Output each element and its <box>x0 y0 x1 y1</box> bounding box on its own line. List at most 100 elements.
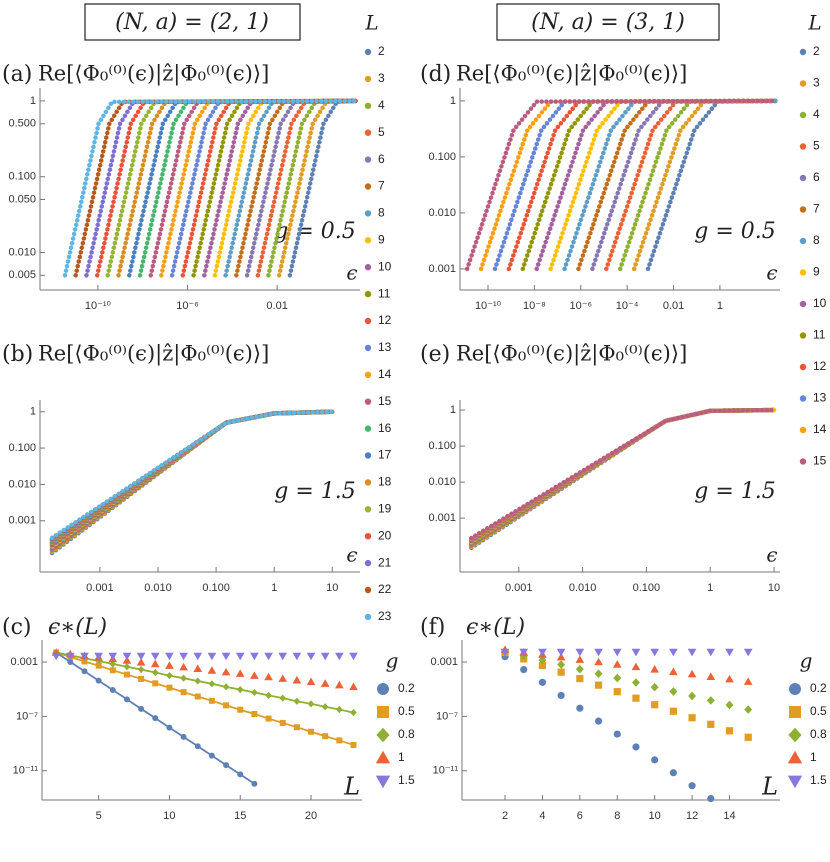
y-tick-label: 10⁻⁷ <box>436 710 458 722</box>
header-box <box>496 3 720 41</box>
marker <box>138 705 145 712</box>
legend-title: L <box>807 11 821 35</box>
x-tick-label: 2 <box>502 810 508 822</box>
marker <box>594 681 603 689</box>
annotation: g = 1.5 <box>694 479 776 504</box>
x-tick-label: 5 <box>96 810 102 822</box>
marker <box>208 752 215 759</box>
annotation: g = 1.5 <box>274 479 356 504</box>
legend-swatch <box>364 264 372 271</box>
legend-swatch <box>789 706 801 718</box>
marker <box>650 682 659 692</box>
legend-label: 19 <box>378 501 392 515</box>
panel-label: (d) <box>420 62 451 87</box>
x-tick-label: 0.010 <box>144 582 172 594</box>
marker <box>575 648 585 657</box>
marker <box>250 671 259 679</box>
x-tick-label: 0.001 <box>86 582 114 594</box>
marker <box>207 652 217 661</box>
y-tick-label: 0.001 <box>8 515 36 527</box>
marker <box>109 667 116 674</box>
marker <box>293 724 300 731</box>
y-tick-label: 1 <box>30 95 36 107</box>
marker <box>594 657 603 666</box>
x-axis-label: ϵ <box>766 261 777 285</box>
marker <box>538 655 547 665</box>
marker <box>251 780 258 787</box>
marker <box>180 674 187 682</box>
marker <box>631 648 641 657</box>
legend-label: 8 <box>813 233 820 247</box>
marker <box>166 684 173 691</box>
marker <box>279 694 287 702</box>
marker <box>651 701 659 709</box>
marker <box>223 762 230 769</box>
legend-swatch <box>799 80 807 87</box>
marker <box>123 663 131 671</box>
y-tick-label: 1 <box>450 95 456 107</box>
marker <box>194 693 201 700</box>
fit-line <box>55 651 354 714</box>
legend-label: 2 <box>378 44 385 58</box>
legend-label: 4 <box>813 107 820 121</box>
marker <box>180 689 187 696</box>
legend-label: 5 <box>378 125 385 139</box>
marker <box>500 648 510 657</box>
y-tick-label: 0.001 <box>428 263 456 275</box>
y-tick-label: 1 <box>30 406 36 418</box>
marker <box>725 648 734 657</box>
legend-label: 20 <box>378 528 392 542</box>
y-tick-label: 10⁻¹¹ <box>13 765 39 777</box>
marker <box>208 697 215 704</box>
legend-label: 18 <box>378 475 392 489</box>
marker <box>349 652 358 661</box>
marker <box>95 662 102 669</box>
marker <box>293 697 301 705</box>
legend-swatch <box>364 183 372 190</box>
legend-label: 22 <box>378 582 392 596</box>
legend-swatch <box>799 174 807 182</box>
marker <box>150 652 160 661</box>
series-line <box>468 407 777 545</box>
series-line <box>255 98 358 278</box>
marker <box>594 648 603 657</box>
x-tick-label: 15 <box>234 810 246 822</box>
marker <box>632 743 640 751</box>
panel-label: (b) <box>2 342 33 367</box>
marker <box>166 724 173 731</box>
marker <box>744 705 753 714</box>
marker <box>80 652 89 661</box>
legend-swatch <box>364 559 372 567</box>
marker <box>136 658 146 666</box>
legend-label: 5 <box>813 139 820 153</box>
series-line <box>468 407 777 541</box>
marker <box>556 648 566 657</box>
marker <box>594 717 603 725</box>
legend-label: 11 <box>813 328 826 342</box>
legend-label: 15 <box>813 454 827 468</box>
marker <box>251 688 258 697</box>
marker <box>349 682 358 691</box>
legend-label: 0.5 <box>398 704 415 718</box>
marker <box>193 664 203 673</box>
x-axis-label: L <box>761 773 778 801</box>
y-tick-label: 0.001 <box>430 656 458 668</box>
legend-label: 1 <box>398 750 405 764</box>
legend-label: 21 <box>378 555 392 569</box>
y-tick-label: 0.500 <box>8 118 36 130</box>
marker <box>743 677 753 685</box>
legend-swatch <box>364 398 372 405</box>
legend-swatch <box>787 775 803 789</box>
x-tick-label: 1 <box>707 582 713 594</box>
legend-swatch <box>364 210 372 217</box>
marker <box>109 660 117 668</box>
marker <box>520 665 528 674</box>
y-tick-label: 0.100 <box>8 442 36 454</box>
legend-label: 7 <box>378 179 385 193</box>
marker <box>150 659 160 668</box>
legend-swatch <box>799 363 807 371</box>
marker <box>51 652 61 661</box>
marker <box>95 677 102 684</box>
legend-swatch <box>799 458 807 465</box>
marker <box>194 677 202 685</box>
